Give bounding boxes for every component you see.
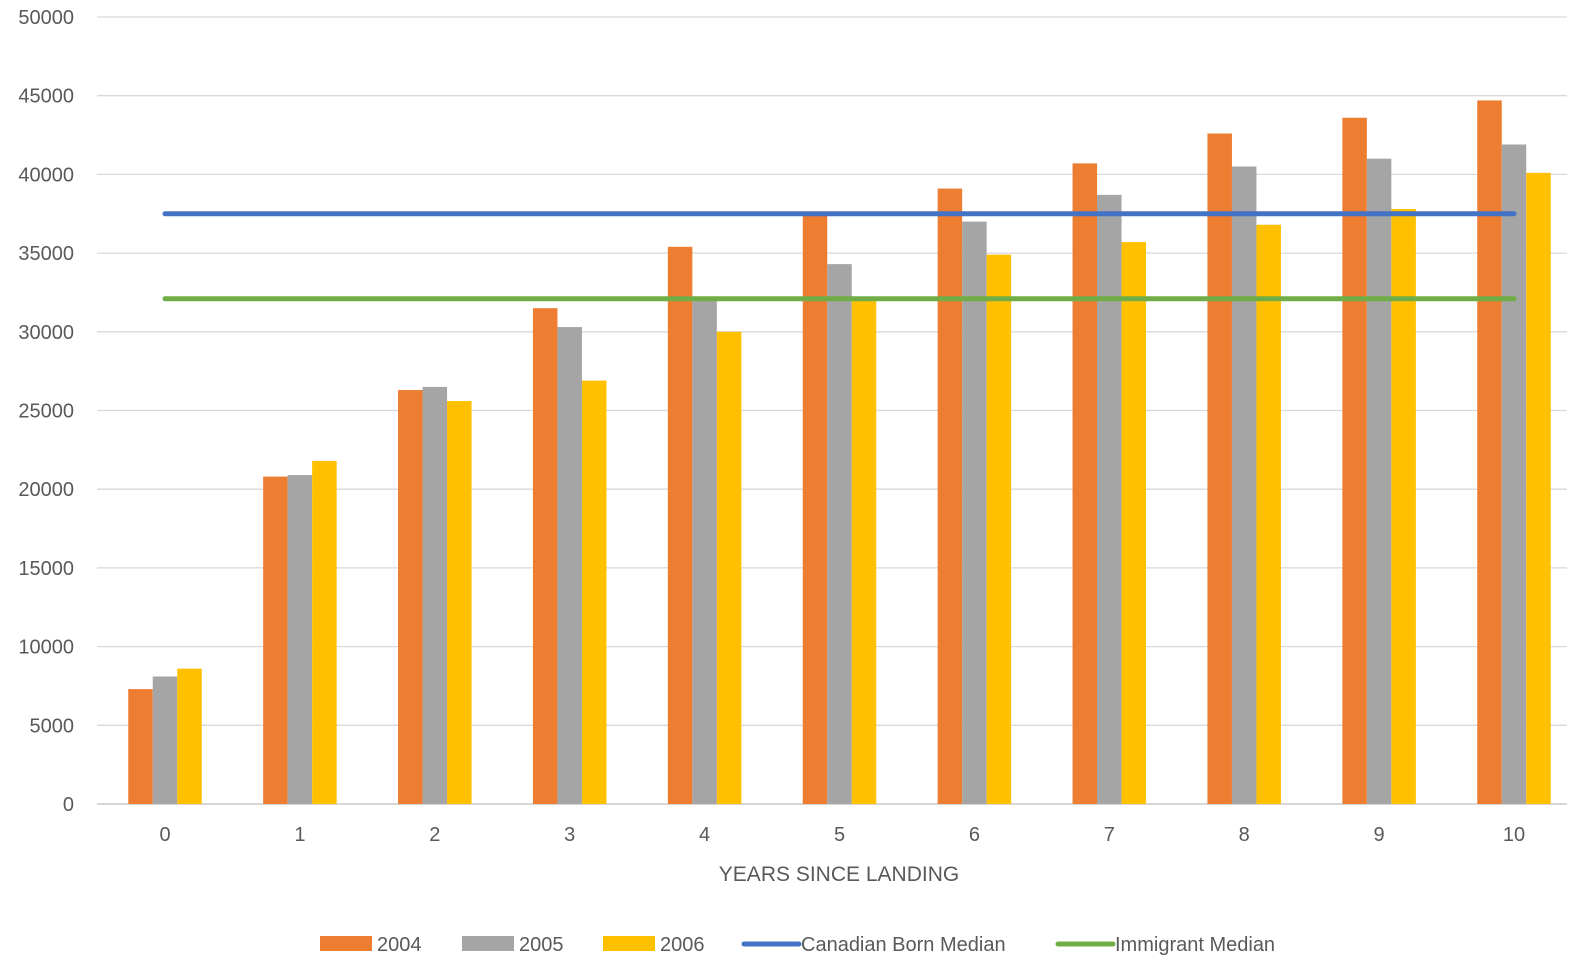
x-tick-label: 5 (834, 824, 845, 846)
legend-label: Canadian Born Median (801, 934, 1006, 956)
y-tick-label: 45000 (18, 86, 74, 108)
x-tick-label: 2 (429, 824, 440, 846)
bars (128, 100, 1551, 805)
bar-2006-year-9 (1391, 209, 1416, 804)
y-tick-label: 25000 (18, 401, 74, 423)
legend-label: 2005 (519, 934, 564, 956)
bar-2004-year-4 (667, 246, 693, 804)
legend-item-1: 2005 (462, 934, 564, 956)
y-tick-label: 20000 (18, 479, 74, 501)
x-tick-label: 1 (294, 824, 305, 846)
legend-item-0: 2004 (320, 934, 422, 956)
x-tick-label: 4 (699, 824, 710, 846)
bar-2005-year-8 (1231, 166, 1257, 804)
y-axis-ticks: 0 5000 10000 15000 20000 25000 30000 35000 40000… (18, 7, 74, 816)
bar-2004-year-8 (1207, 133, 1232, 804)
legend: 2004 2005 2006 Canadian Born Median Immigran… (320, 934, 1275, 956)
legend-item-3: Canadian Born Median (741, 934, 1006, 956)
x-tick-label: 3 (564, 824, 575, 846)
y-tick-label: 30000 (18, 322, 74, 344)
x-tick-label: 9 (1374, 824, 1385, 846)
y-tick-label: 5000 (30, 715, 75, 737)
bar-2006-year-10 (1526, 172, 1551, 805)
bar-2004-year-6 (937, 188, 963, 805)
x-axis-ticks: 0 1 2 3 4 5 6 7 8 9 10 (159, 824, 1525, 846)
bar-2006-year-4 (716, 331, 742, 804)
y-tick-label: 40000 (18, 164, 74, 186)
x-tick-label: 10 (1503, 824, 1525, 846)
bar-2005-year-5 (827, 264, 852, 804)
bar-2005-year-2 (422, 386, 448, 804)
legend-swatch (320, 936, 372, 951)
x-tick-label: 7 (1104, 824, 1115, 846)
bar-2006-year-0 (177, 668, 202, 804)
legend-label: 2004 (377, 934, 422, 956)
bar-2005-year-6 (962, 221, 987, 804)
bar-2004-year-7 (1072, 163, 1098, 804)
median-lines (162, 211, 1517, 302)
legend-swatch (462, 936, 514, 951)
bar-2004-year-3 (532, 308, 558, 804)
legend-item-4: Immigrant Median (1055, 934, 1275, 956)
bar-2005-year-7 (1097, 194, 1122, 804)
bar-2005-year-3 (557, 327, 582, 804)
bar-2005-year-9 (1366, 158, 1392, 804)
bar-2006-year-6 (986, 254, 1012, 804)
bar-2006-year-8 (1256, 224, 1281, 804)
bar-2006-year-2 (447, 401, 472, 804)
legend-label: Immigrant Median (1115, 934, 1275, 956)
bar-2004-year-10 (1477, 100, 1502, 804)
bar-2006-year-3 (581, 380, 607, 804)
legend-item-2: 2006 (603, 934, 705, 956)
x-axis-title: YEARS SINCE LANDING (719, 863, 959, 886)
bar-2004-year-2 (398, 390, 423, 804)
bar-2005-year-0 (152, 676, 178, 804)
bar-2005-year-10 (1501, 144, 1527, 804)
bar-2005-year-4 (692, 300, 717, 804)
y-tick-label: 10000 (18, 637, 74, 659)
bar-2006-year-7 (1121, 242, 1147, 804)
y-tick-label: 0 (63, 794, 74, 816)
legend-label: 2006 (660, 934, 705, 956)
bar-2004-year-9 (1342, 117, 1367, 804)
y-tick-label: 15000 (18, 558, 74, 580)
bar-2006-year-5 (851, 300, 877, 804)
x-tick-label: 6 (969, 824, 980, 846)
bar-2004-year-0 (128, 689, 153, 804)
x-tick-label: 8 (1239, 824, 1250, 846)
legend-swatch (603, 936, 655, 951)
bar-2005-year-1 (287, 475, 313, 804)
y-tick-label: 35000 (18, 243, 74, 265)
bar-2004-year-5 (802, 215, 828, 805)
y-tick-label: 50000 (18, 7, 74, 29)
x-tick-label: 0 (159, 824, 170, 846)
bar-2006-year-1 (312, 460, 337, 804)
bar-2004-year-1 (263, 476, 288, 804)
